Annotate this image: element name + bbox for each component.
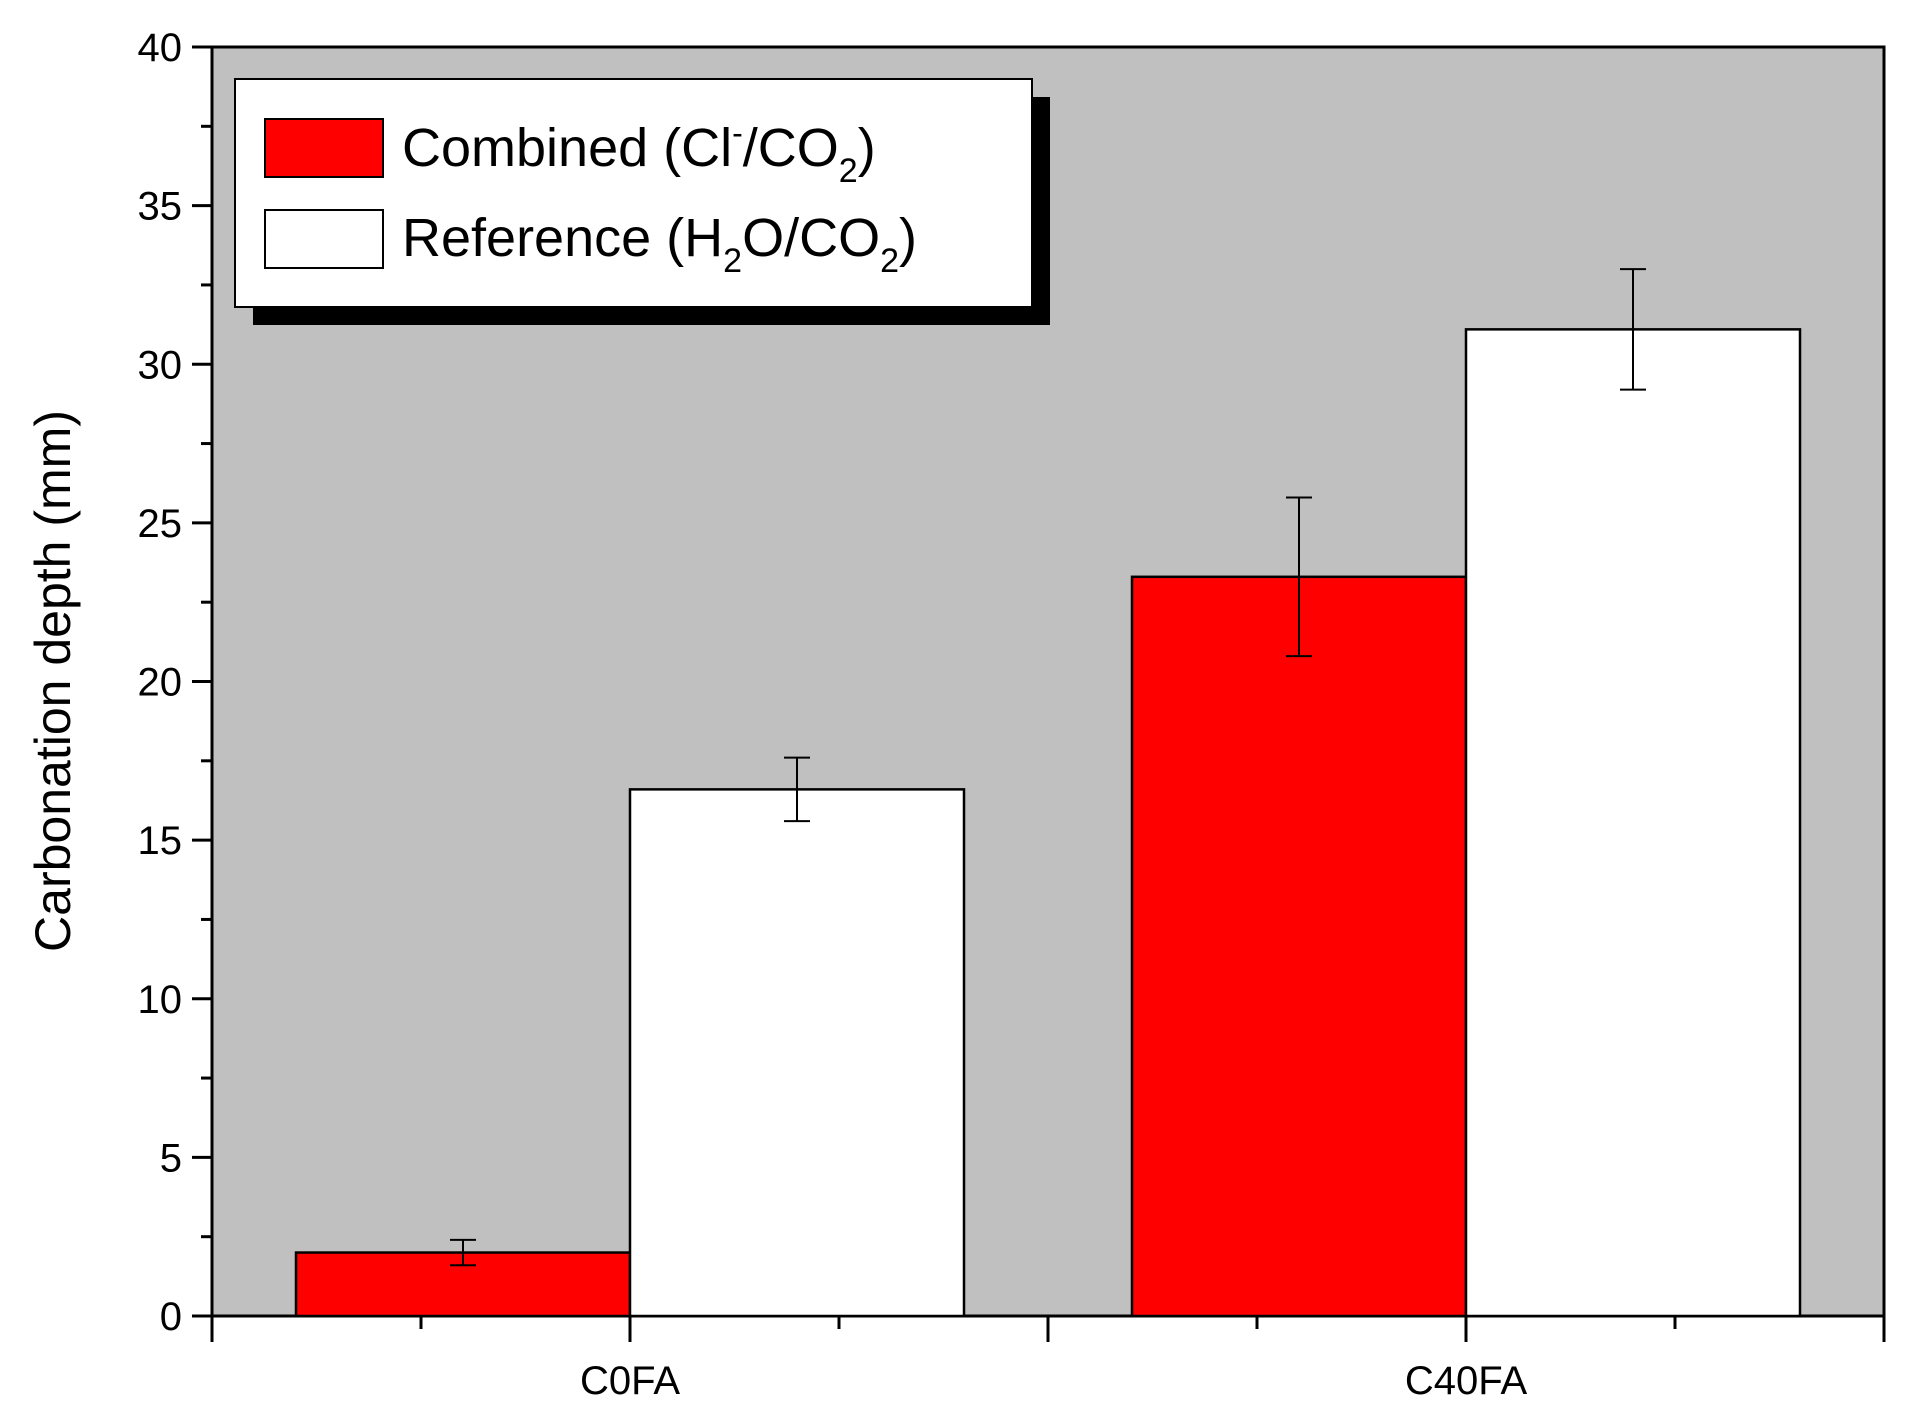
y-axis-title: Carbonation depth (mm) — [25, 410, 81, 952]
y-tick-label: 25 — [138, 502, 183, 546]
x-axis: C0FA C40FA — [210, 1316, 1886, 1403]
y-tick-label: 5 — [160, 1136, 182, 1180]
y-tick-label: 40 — [138, 26, 183, 70]
y-tick-label: 0 — [160, 1295, 182, 1339]
bar-c40fa-series-1 — [1464, 328, 1802, 1318]
y-tick-label: 15 — [138, 819, 183, 863]
y-tick-label: 10 — [138, 978, 183, 1022]
legend: Combined (Cl-/CO2) Reference (H2O/CO2) — [234, 78, 1050, 325]
bar-c40fa-series-0 — [1130, 575, 1468, 1318]
y-axis: 0 5 10 15 20 25 30 35 40 — [138, 26, 212, 1339]
x-tick-label-c40fa: C40FA — [1405, 1359, 1528, 1403]
y-tick-label: 30 — [138, 343, 183, 387]
legend-swatch-combined — [264, 118, 384, 178]
legend-swatch-reference — [264, 209, 384, 269]
legend-label-combined: Combined (Cl-/CO2) — [402, 115, 876, 190]
y-tick-label: 35 — [138, 185, 183, 229]
legend-box — [234, 78, 1033, 308]
y-tick-label: 20 — [138, 661, 183, 705]
x-tick-label-c0fa: C0FA — [580, 1359, 680, 1403]
bar-c0fa-series-1 — [628, 788, 966, 1318]
legend-label-reference: Reference (H2O/CO2) — [402, 208, 917, 280]
error-bars-layer — [450, 268, 1646, 1267]
